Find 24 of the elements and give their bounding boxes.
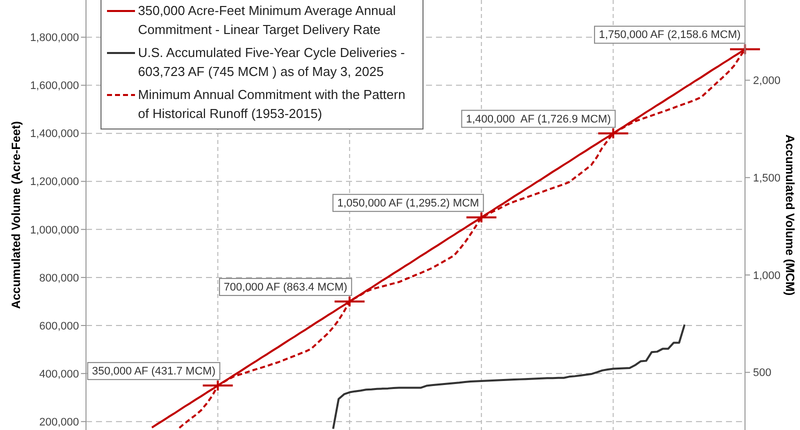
legend-label: Minimum Annual Commitment with the Pattern of Historical Runoff (1953-2015): [138, 87, 406, 121]
y-tick-label: 1,200,000: [30, 176, 79, 188]
annotation: 700,000 AF (863.4 MCM): [224, 281, 348, 294]
y2-tick-label: 1,500: [753, 172, 781, 184]
y-tick-label: 1,800,000: [30, 32, 79, 44]
y2-tick-label: 500: [753, 367, 772, 380]
legend-label: U.S. Accumulated Five-Year Cycle Deliveries - 603,723 AF (745 MCM ) as of May 3, 2025: [138, 45, 405, 79]
y-tick-label: 800,000: [39, 272, 79, 284]
y-tick-label: 1,600,000: [30, 80, 79, 92]
annotation: 350,000 AF (431.7 MCM): [92, 366, 216, 378]
annotation: 1,050,000 AF (1,295.2) MCM: [337, 197, 480, 210]
y2-axis-title: Accumulated Volume (MCM): [783, 134, 797, 296]
y-tick-label: 400,000: [39, 368, 79, 380]
annotation: 1,750,000 AF (2,158.6 MCM): [598, 29, 741, 42]
legend-label: 350,000 Acre-Feet Minimum Average Annual Commitment - Linear Target Delivery Rate: [138, 3, 396, 37]
y-tick-label: 600,000: [39, 320, 79, 332]
y-tick-label: 1,400,000: [30, 128, 79, 140]
y-tick-label: 200,000: [39, 416, 79, 428]
y-tick-label: 1,000,000: [30, 224, 79, 236]
y-axis-title: Accumulated Volume (Acre-Feet): [9, 121, 23, 309]
y2-tick-label: 2,000: [753, 75, 781, 88]
y2-tick-label: 1,000: [753, 270, 781, 282]
line-series: [332, 324, 686, 430]
annotation: 1,400,000 AF (1,726.9 MCM): [466, 113, 611, 126]
